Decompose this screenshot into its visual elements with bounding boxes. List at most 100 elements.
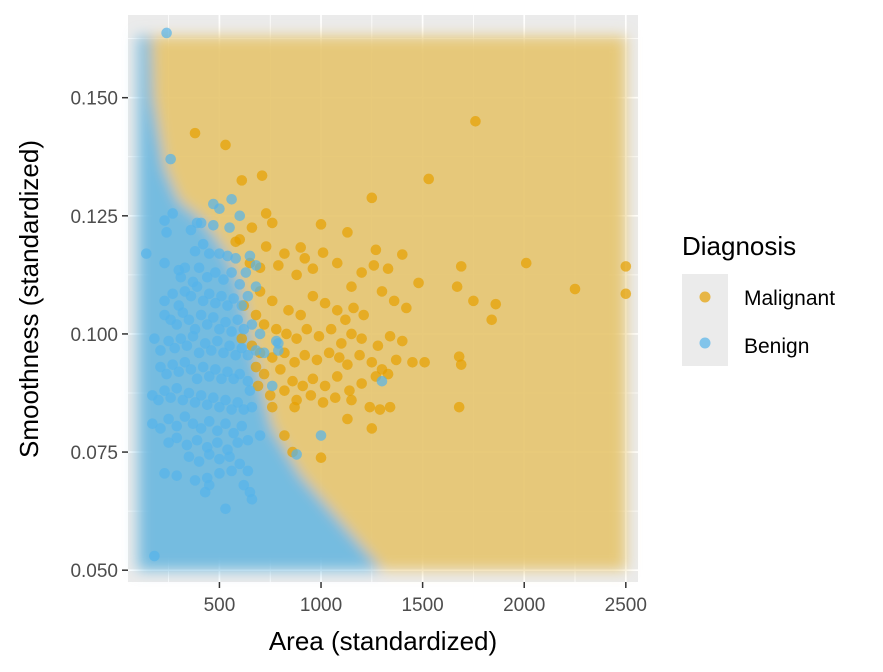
point-malignant	[246, 222, 258, 233]
point-benign	[183, 451, 195, 463]
x-tick-label: 2000	[503, 595, 545, 616]
point-malignant	[315, 219, 327, 230]
y-tick-label: 0.075	[70, 443, 118, 464]
point-benign	[195, 390, 207, 401]
point-benign	[234, 458, 246, 470]
point-benign	[189, 475, 201, 486]
point-benign	[179, 262, 191, 274]
point-benign	[203, 288, 215, 300]
point-malignant	[301, 323, 313, 335]
point-malignant	[315, 452, 327, 464]
x-tick-label: 1500	[401, 595, 443, 616]
point-benign	[149, 550, 160, 562]
point-benign	[171, 420, 183, 432]
point-benign	[218, 274, 229, 285]
point-benign	[214, 401, 225, 413]
point-malignant	[289, 356, 300, 368]
point-benign	[155, 423, 166, 434]
point-benign	[208, 392, 219, 404]
point-malignant	[490, 298, 502, 310]
point-benign	[210, 267, 221, 278]
legend-swatch-benign	[699, 337, 711, 349]
point-benign	[171, 319, 183, 330]
point-benign	[226, 465, 237, 477]
point-malignant	[486, 314, 498, 326]
point-benign	[185, 290, 197, 302]
point-malignant	[407, 356, 418, 368]
point-benign	[228, 293, 239, 304]
point-benign	[195, 309, 207, 321]
point-malignant	[271, 323, 282, 335]
point-benign	[238, 479, 250, 491]
point-benign	[159, 468, 170, 479]
point-benign	[155, 345, 166, 356]
legend-swatch-malignant	[699, 291, 711, 303]
legend-label-benign: Benign	[744, 335, 809, 358]
point-benign	[201, 399, 213, 411]
point-benign	[191, 434, 203, 446]
point-malignant	[423, 173, 435, 185]
point-malignant	[455, 261, 467, 272]
point-benign	[185, 364, 197, 375]
point-benign	[273, 338, 284, 349]
point-malignant	[336, 338, 347, 349]
point-malignant	[287, 375, 298, 387]
point-malignant	[356, 333, 367, 344]
point-benign	[226, 326, 237, 337]
data-points	[140, 27, 632, 562]
point-benign	[240, 267, 252, 278]
point-benign	[226, 267, 237, 278]
point-malignant	[307, 290, 319, 302]
point-benign	[212, 425, 223, 437]
point-benign	[232, 314, 244, 326]
point-malignant	[307, 263, 319, 275]
point-benign	[177, 394, 189, 406]
point-benign	[201, 319, 213, 330]
point-benign	[238, 404, 250, 415]
point-benign	[191, 281, 203, 292]
point-malignant	[413, 277, 424, 289]
point-malignant	[372, 340, 384, 352]
point-malignant	[220, 139, 231, 151]
point-malignant	[374, 404, 386, 415]
point-malignant	[236, 175, 248, 186]
point-malignant	[356, 267, 367, 278]
point-benign	[236, 300, 248, 311]
point-malignant	[230, 236, 241, 248]
point-malignant	[382, 263, 394, 275]
point-malignant	[346, 394, 357, 406]
point-malignant	[342, 359, 353, 370]
point-benign	[189, 245, 201, 257]
point-malignant	[260, 241, 272, 252]
point-benign	[140, 248, 152, 259]
point-benign	[197, 238, 209, 250]
point-malignant	[252, 380, 264, 392]
y-tick-label: 0.125	[70, 207, 118, 228]
point-benign	[220, 418, 231, 430]
point-malignant	[291, 269, 302, 281]
point-benign	[250, 281, 262, 292]
point-benign	[232, 397, 244, 408]
y-axis-title: Smoothness (standardized)	[14, 140, 44, 458]
point-malignant	[376, 286, 388, 297]
y-tick-label: 0.050	[70, 561, 118, 582]
legend-label-malignant: Malignant	[744, 287, 835, 310]
point-malignant	[250, 361, 262, 373]
point-benign	[242, 290, 254, 302]
point-malignant	[358, 309, 369, 321]
point-benign	[159, 257, 170, 269]
point-malignant	[266, 295, 278, 307]
point-benign	[187, 418, 199, 430]
point-benign	[224, 222, 235, 233]
point-benign	[199, 486, 211, 498]
point-benign	[171, 382, 183, 394]
point-malignant	[354, 349, 365, 361]
point-malignant	[348, 302, 359, 314]
point-malignant	[342, 413, 353, 425]
point-benign	[230, 349, 241, 361]
point-malignant	[291, 333, 302, 344]
point-benign	[163, 335, 174, 347]
point-benign	[197, 295, 209, 307]
point-malignant	[401, 302, 412, 314]
